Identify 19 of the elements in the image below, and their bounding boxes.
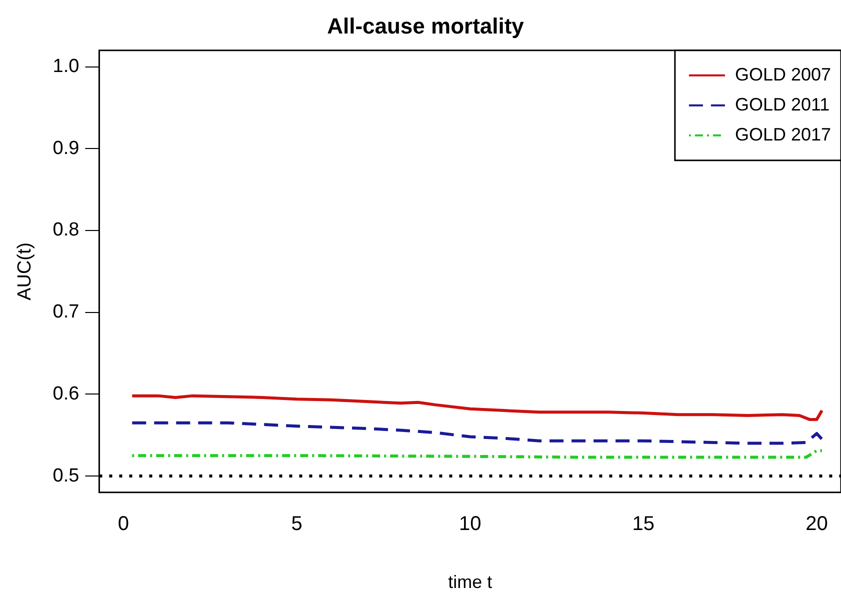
line-series xyxy=(130,421,824,445)
chart-title: All-cause mortality xyxy=(327,13,525,38)
y-tick-label: 0.8 xyxy=(52,220,80,241)
x-tick-label: 0 xyxy=(118,512,130,535)
y-tick-label: 0.9 xyxy=(52,138,80,159)
line-series xyxy=(130,449,824,459)
y-tick-label: 0.7 xyxy=(52,302,80,323)
legend-label: GOLD 2007 xyxy=(734,64,832,84)
legend-label: GOLD 2017 xyxy=(734,124,832,144)
y-tick-label: 1.0 xyxy=(52,56,80,78)
x-tick-label: 20 xyxy=(806,512,828,535)
y-axis-title: AUC(t) xyxy=(14,242,36,300)
x-tick-label: 5 xyxy=(291,512,302,535)
x-tick-label: 10 xyxy=(458,512,482,535)
legend-label: GOLD 2011 xyxy=(734,94,830,114)
y-tick-label: 0.6 xyxy=(52,383,80,404)
y-tick-label: 0.5 xyxy=(52,465,80,486)
x-axis-title: time t xyxy=(448,572,492,592)
x-tick-label: 15 xyxy=(632,512,655,535)
